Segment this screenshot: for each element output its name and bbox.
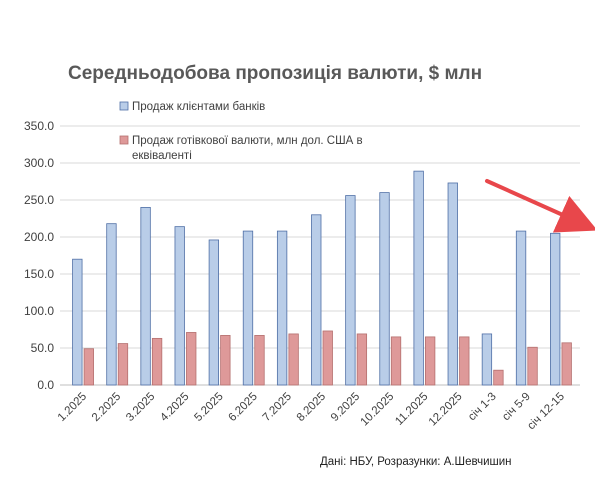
- bar-cash-currency: [288, 333, 299, 386]
- x-category-label: 6.2025: [226, 391, 259, 424]
- x-category-label: 7.2025: [261, 391, 294, 424]
- bar-cash-currency: [459, 336, 470, 386]
- bar-bank-clients: [345, 195, 356, 386]
- bar-cash-currency: [356, 333, 368, 386]
- x-category-label: 3.2025: [124, 391, 157, 424]
- x-category-label: січ 1-3: [466, 391, 499, 424]
- y-tick-label: 100.0: [24, 304, 54, 318]
- bar-bank-clients: [550, 232, 561, 386]
- x-category-label: 12.2025: [427, 391, 465, 429]
- bar-cash-currency: [220, 335, 231, 386]
- legend-label: Продаж клієнтами банків: [132, 101, 265, 113]
- x-category-label: січ 12-15: [525, 391, 567, 433]
- data-source-note: Дані: НБУ, Розразунки: А.Шевчишин: [320, 456, 512, 468]
- bar-cash-currency: [527, 346, 538, 386]
- bar-bank-clients: [174, 226, 185, 386]
- x-category-label: 10.2025: [359, 391, 397, 429]
- bar-cash-currency: [493, 369, 504, 386]
- bar-cash-currency: [390, 336, 402, 386]
- chart-title: Середньодобова пропозиція валюти, $ млн: [68, 63, 483, 84]
- bar-bank-clients: [311, 214, 322, 386]
- y-tick-label: 250.0: [24, 193, 54, 207]
- bar-cash-currency: [561, 342, 572, 386]
- legend-swatch: [119, 101, 129, 111]
- x-category-label: 1.2025: [56, 391, 89, 424]
- y-tick-label: 150.0: [24, 267, 54, 281]
- bar-cash-currency: [151, 337, 163, 386]
- trend-arrow-annotation: [485, 179, 595, 233]
- x-category-label: 5.2025: [192, 391, 225, 424]
- bar-cash-currency: [322, 330, 333, 386]
- bar-bank-clients: [276, 230, 288, 386]
- legend-swatch: [119, 135, 129, 145]
- bar-bank-clients: [106, 223, 117, 386]
- y-tick-label: 300.0: [24, 156, 54, 170]
- bar-cash-currency: [117, 343, 129, 386]
- bar-bank-clients: [379, 192, 390, 386]
- bar-bank-clients: [515, 230, 527, 386]
- bar-bank-clients: [140, 206, 151, 386]
- bar-bank-clients: [72, 258, 83, 386]
- bar-bank-clients: [208, 239, 220, 386]
- bar-cash-currency: [83, 348, 94, 386]
- legend-label: Продаж готівкової валюти, млн дол. США в…: [132, 135, 363, 162]
- bar-bank-clients: [447, 182, 458, 386]
- x-category-label: 8.2025: [295, 391, 328, 424]
- bar-bank-clients: [242, 230, 254, 386]
- x-category-label: 11.2025: [393, 391, 430, 428]
- x-category-label: 9.2025: [329, 391, 362, 424]
- x-category-label: 4.2025: [158, 391, 191, 424]
- bar-cash-currency: [254, 335, 265, 386]
- bar-cash-currency: [186, 332, 197, 386]
- bar-cash-currency: [424, 336, 436, 386]
- y-tick-label: 200.0: [24, 230, 54, 244]
- y-tick-label: 50.0: [31, 341, 55, 355]
- bar-bank-clients: [413, 170, 424, 386]
- x-category-label: 2.2025: [90, 391, 123, 424]
- y-tick-label: 0.0: [37, 378, 54, 392]
- y-tick-label: 350.0: [24, 119, 54, 133]
- bar-bank-clients: [481, 333, 493, 386]
- x-category-label: січ 5-9: [500, 391, 533, 424]
